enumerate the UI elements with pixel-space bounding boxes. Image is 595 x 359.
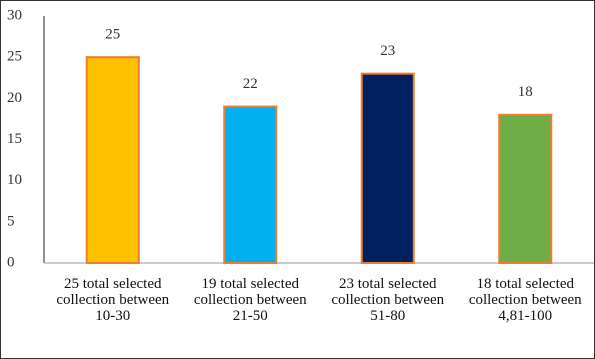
bar	[85, 56, 140, 264]
x-tick-label: 19 total selected collection between 21-…	[193, 276, 307, 324]
y-tick-label: 10	[7, 172, 22, 188]
y-tick-label: 20	[7, 90, 22, 106]
bar-annotation: 18	[518, 84, 533, 100]
y-tick-label: 15	[7, 131, 22, 147]
x-tick-label: 25 total selected collection between 10-…	[56, 276, 170, 324]
x-tick-label: 23 total selected collection between 51-…	[331, 276, 445, 324]
x-tick-label: 18 total selected collection between 4,8…	[468, 276, 582, 324]
y-tick-label: 0	[7, 254, 15, 270]
bar	[498, 113, 553, 264]
y-tick-label: 5	[7, 213, 15, 229]
bar	[223, 105, 278, 264]
bar-annotation: 23	[380, 43, 395, 59]
bar	[360, 72, 415, 264]
y-tick-label: 25	[7, 49, 22, 65]
y-tick-label: 30	[7, 7, 22, 23]
bar-annotation: 22	[243, 76, 258, 92]
bar-annotation: 25	[105, 27, 120, 43]
